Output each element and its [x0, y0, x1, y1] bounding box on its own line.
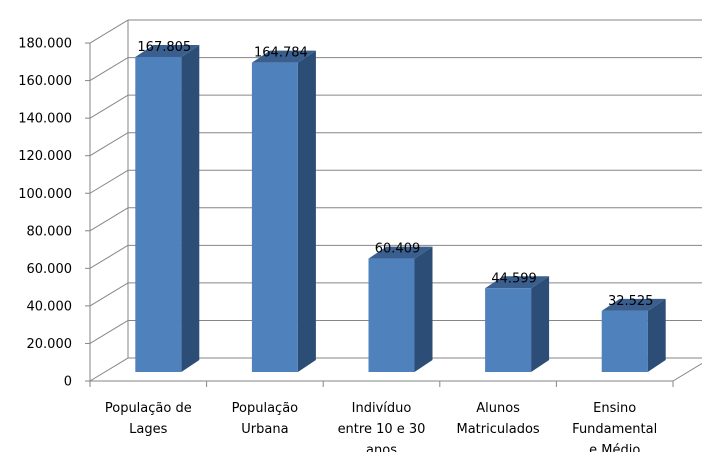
x-tick-label: População — [232, 401, 299, 416]
gridline-side — [89, 320, 129, 344]
bar — [601, 310, 648, 372]
y-tick-label: 20.000 — [27, 337, 73, 352]
y-tick-label: 40.000 — [27, 299, 73, 314]
y-tick-label: 160.000 — [18, 74, 72, 89]
data-label: 60.409 — [375, 242, 421, 257]
y-tick-label: 120.000 — [18, 149, 72, 164]
floor — [89, 357, 702, 382]
gridline-side — [89, 132, 129, 157]
bar-top — [601, 298, 666, 311]
bar — [368, 258, 415, 372]
bar-side — [297, 50, 316, 372]
bar-top — [135, 44, 200, 57]
bar — [485, 288, 532, 372]
gridline-side — [89, 57, 129, 82]
x-tick-label: anos — [366, 443, 397, 452]
y-tick-label: 80.000 — [27, 224, 73, 239]
bar-top — [251, 50, 316, 63]
data-label: 44.599 — [491, 271, 537, 286]
bar — [135, 56, 182, 373]
gridline-side — [89, 169, 129, 194]
x-tick-label: Fundamental — [572, 422, 657, 437]
gridline-side — [89, 94, 129, 119]
labels: 0 20.000 40.000 60.000 80.000 100.000 120.000 1… — [18, 37, 657, 452]
bars — [135, 44, 666, 373]
x-tick-label: População de — [105, 401, 192, 416]
bar-side — [181, 44, 200, 373]
bar-side — [414, 246, 433, 372]
x-tick-label: Urbana — [241, 422, 288, 437]
bar-side — [647, 298, 666, 372]
gridline-side — [89, 244, 129, 269]
bar — [251, 62, 298, 372]
x-tick-label: Ensino — [593, 401, 636, 416]
bar-top — [368, 246, 433, 259]
x-tick-label: e Médio — [589, 443, 640, 452]
data-label: 164.784 — [254, 46, 308, 61]
x-tick-label: entre 10 e 30 — [338, 422, 426, 437]
x-tick-label: Indivíduo — [352, 401, 412, 416]
gridline-side — [89, 207, 129, 232]
bar-side — [531, 276, 550, 372]
gridline-side — [89, 282, 129, 307]
x-tick-label: Lages — [129, 422, 167, 437]
x-tick-label: Alunos — [476, 401, 520, 416]
y-tick-label: 180.000 — [18, 37, 72, 52]
grid-layer — [85, 19, 702, 387]
bar-top — [485, 276, 550, 289]
y-tick-label: 140.000 — [18, 112, 72, 127]
gridline-side — [89, 19, 129, 44]
x-tick-label: Matriculados — [457, 422, 540, 437]
data-label: 32.525 — [608, 294, 654, 309]
y-tick-label: 60.000 — [27, 262, 73, 277]
data-label: 167.805 — [137, 40, 191, 55]
y-tick-label: 0 — [64, 375, 72, 390]
y-tick-label: 100.000 — [18, 187, 72, 202]
